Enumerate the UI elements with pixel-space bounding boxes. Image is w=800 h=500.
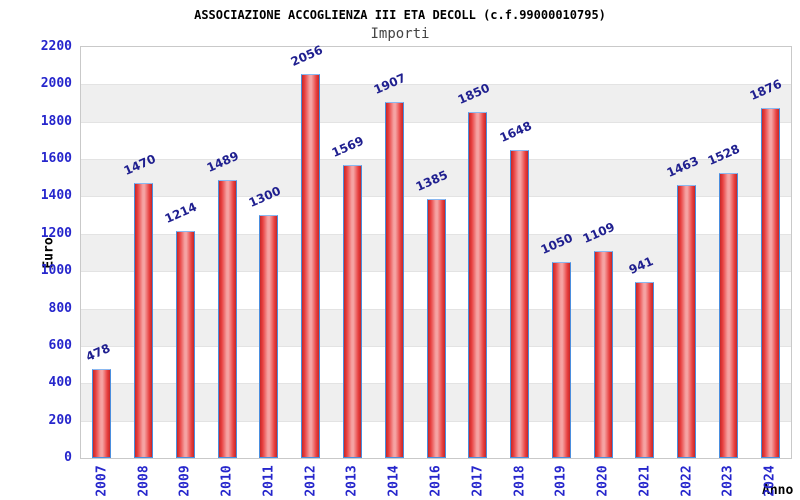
bar-2007 <box>92 368 112 458</box>
y-tick-label: 2200 <box>40 39 72 54</box>
x-tick-label: 2014 <box>386 465 402 497</box>
bar-2010 <box>217 179 237 458</box>
y-tick-label: 1800 <box>40 113 72 129</box>
bar-2012 <box>301 73 321 458</box>
y-tick-label: 0 <box>64 450 72 465</box>
x-tick-label: 2007 <box>94 465 110 497</box>
chart-title: ASSOCIAZIONE ACCOGLIENZA III ETA DECOLL … <box>194 8 606 22</box>
x-axis-title: Anno <box>762 483 794 498</box>
x-tick-label: 2012 <box>303 465 319 497</box>
bar-2020 <box>593 250 613 458</box>
grid-band <box>81 159 791 198</box>
bar-2011 <box>259 215 279 458</box>
bar-2014 <box>384 101 404 458</box>
bar-2023 <box>718 172 738 458</box>
bar-2017 <box>468 112 488 458</box>
x-tick-label: 2011 <box>261 465 277 497</box>
y-tick-label: 800 <box>48 300 72 316</box>
y-tick-label: 1200 <box>40 225 72 241</box>
x-tick-label: 2022 <box>679 465 695 497</box>
grid-band <box>81 84 791 123</box>
bar-2013 <box>342 164 362 458</box>
x-tick-label: 2018 <box>512 465 528 497</box>
x-tick-label: 2024 <box>762 465 778 497</box>
bar-2018 <box>510 150 530 458</box>
y-tick-label: 1600 <box>40 151 72 167</box>
x-tick-label: 2016 <box>428 465 444 497</box>
x-tick-label: 2008 <box>136 465 152 497</box>
bar-2024 <box>760 107 780 458</box>
x-tick-label: 2020 <box>595 465 611 497</box>
x-tick-label: 2010 <box>219 465 235 497</box>
y-tick-label: 600 <box>48 337 72 353</box>
bar-2019 <box>551 261 571 458</box>
grid-band <box>81 47 791 84</box>
x-tick-label: 2013 <box>344 465 360 497</box>
y-tick-label: 1000 <box>40 263 72 279</box>
plot-area: 478 1470 1214 1489 1300 2056 1569 1907 1385 1850 1… <box>80 43 792 459</box>
x-tick-label: 2019 <box>553 465 569 497</box>
bar-2008 <box>134 183 154 458</box>
y-tick-label: 400 <box>48 375 72 391</box>
grid-band <box>81 121 791 160</box>
bar-2009 <box>175 231 195 458</box>
bar-2021 <box>635 282 655 458</box>
bar-2022 <box>677 184 697 458</box>
grid-band <box>81 196 791 234</box>
chart-subtitle: Importi <box>370 26 430 42</box>
x-tick-label: 2009 <box>177 465 193 497</box>
y-tick-label: 2000 <box>40 76 72 92</box>
y-tick-label: 200 <box>48 412 72 428</box>
bar-2016 <box>426 199 446 458</box>
y-tick-label: 1400 <box>40 188 72 204</box>
x-tick-label: 2023 <box>720 465 736 497</box>
x-tick-label: 2017 <box>470 465 486 497</box>
x-tick-label: 2021 <box>637 465 653 497</box>
